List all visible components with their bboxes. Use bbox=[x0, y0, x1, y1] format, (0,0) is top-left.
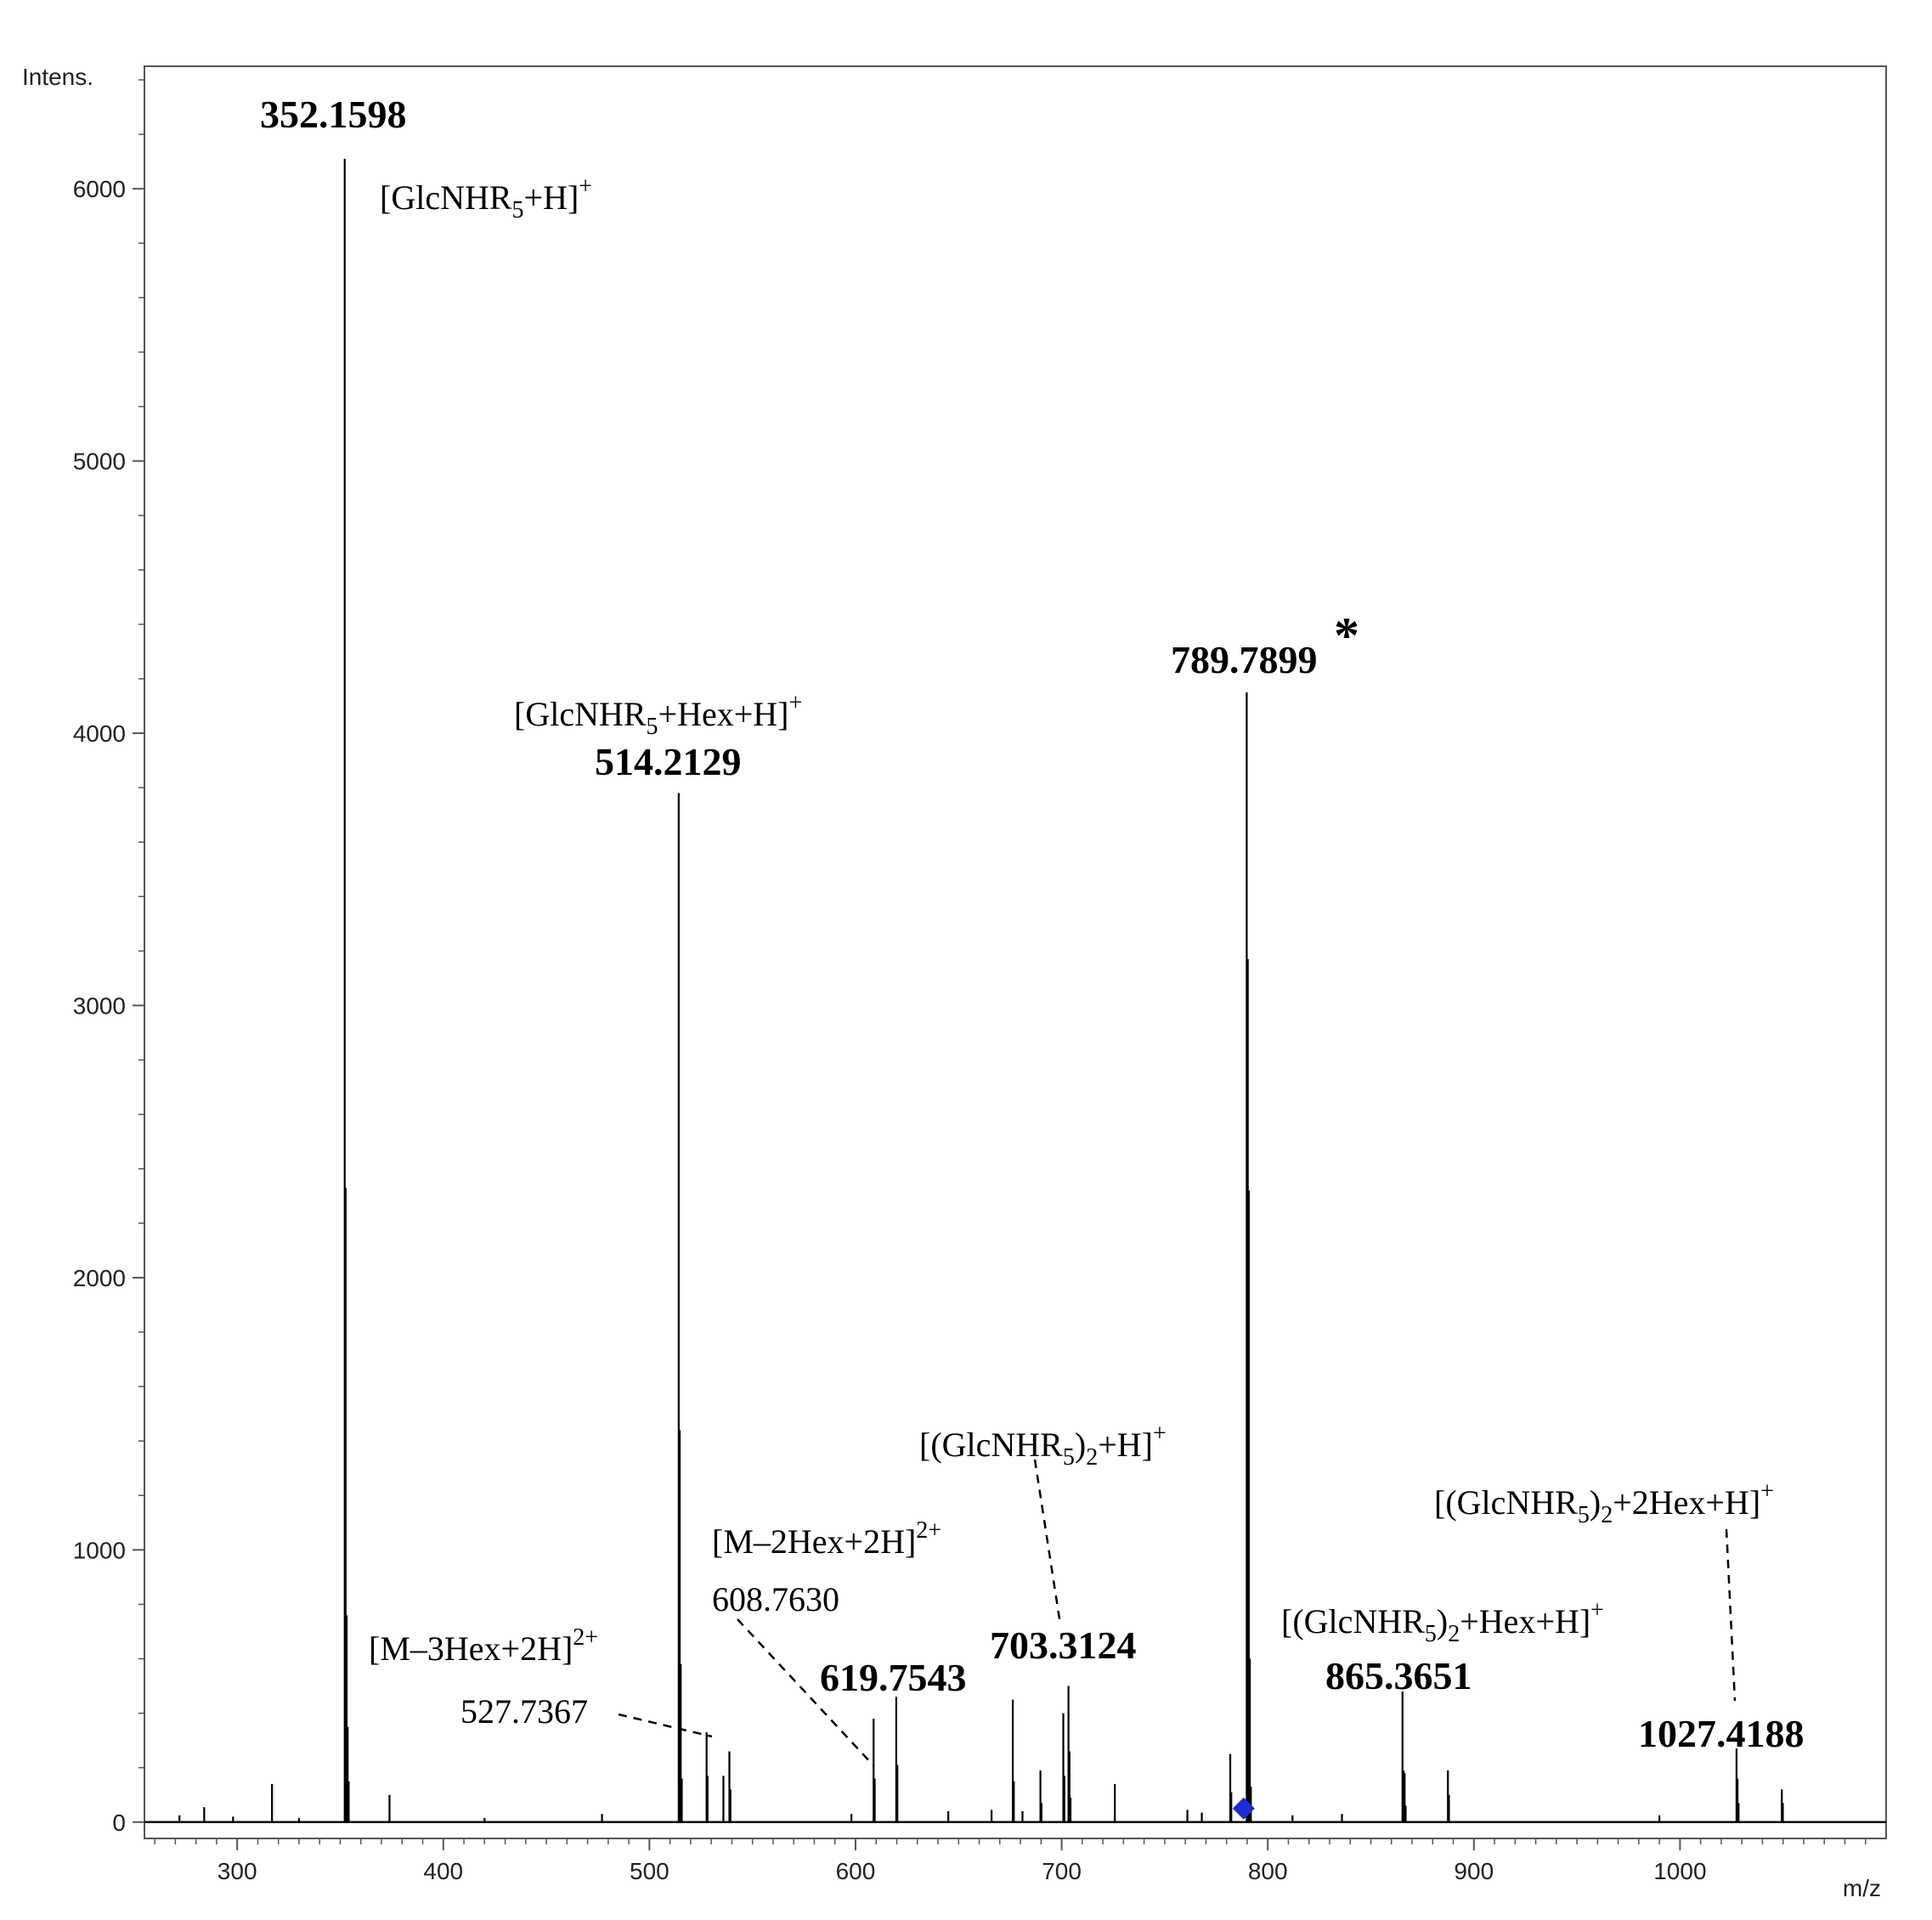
leader-703 bbox=[1033, 1459, 1062, 1625]
y-tick-label: 3000 bbox=[73, 992, 126, 1019]
x-tick-label: 700 bbox=[1042, 1858, 1082, 1884]
y-tick-label: 2000 bbox=[73, 1265, 126, 1291]
y-tick-label: 4000 bbox=[73, 720, 126, 747]
peak-label-865: 865.3651 bbox=[1325, 1654, 1472, 1697]
ion-label-glcnhr5-h: [GlcNHR5+H]+ bbox=[380, 173, 592, 223]
x-tick-label: 1000 bbox=[1653, 1858, 1706, 1884]
plot-frame bbox=[144, 65, 1887, 1839]
leader-lines bbox=[618, 1459, 1737, 1766]
y-tick-label: 5000 bbox=[73, 449, 126, 475]
leader-608 bbox=[737, 1618, 874, 1766]
peak-label-352: 352.1598 bbox=[260, 93, 407, 136]
peak-label-703: 703.3124 bbox=[990, 1624, 1137, 1667]
peak-label-789: 789.7899 bbox=[1171, 638, 1318, 681]
x-tick-label: 500 bbox=[630, 1858, 669, 1884]
ion-label-dimer-2hex-h: [(GlcNHR5)2+2Hex+H]+ bbox=[1434, 1478, 1774, 1528]
star-label: * bbox=[1334, 607, 1359, 664]
x-tick-label: 400 bbox=[423, 1858, 463, 1884]
y-tick-label: 0 bbox=[112, 1810, 126, 1836]
x-tick-label: 900 bbox=[1454, 1858, 1494, 1884]
peak-label-619: 619.7543 bbox=[820, 1656, 967, 1699]
x-axis-title: m/z bbox=[1843, 1875, 1881, 1901]
y-tick-label: 6000 bbox=[73, 176, 126, 202]
axis-ticks: 300 400 500 600 700 800 900 1000 0 1000 2000 3000 40… bbox=[73, 79, 1867, 1884]
x-tick-label: 300 bbox=[217, 1858, 257, 1884]
marker-layer bbox=[1232, 1797, 1255, 1820]
peak-label-527: 527.7367 bbox=[460, 1692, 588, 1731]
y-tick-label: 1000 bbox=[73, 1537, 126, 1563]
ion-label-dimer-hex-h: [(GlcNHR5)2+Hex+H]+ bbox=[1281, 1597, 1604, 1647]
x-tick-label: 600 bbox=[836, 1858, 876, 1884]
peak-label-1027: 1027.4188 bbox=[1638, 1712, 1805, 1755]
x-tick-label: 800 bbox=[1248, 1858, 1288, 1884]
leader-1027 bbox=[1725, 1528, 1737, 1702]
peak-label-514: 514.2129 bbox=[595, 740, 742, 783]
ion-label-dimer-h: [(GlcNHR5)2+H]+ bbox=[919, 1420, 1167, 1471]
precursor-marker bbox=[1232, 1797, 1255, 1820]
spectrum-trace bbox=[144, 158, 1886, 1824]
leader-527 bbox=[618, 1713, 713, 1738]
ion-label-m-2hex: [M–2Hex+2H]2+ bbox=[712, 1517, 941, 1561]
ion-label-glcnhr5-hex-h: [GlcNHR5+Hex+H]+ bbox=[514, 690, 802, 740]
ion-label-m-3hex: [M–3Hex+2H]2+ bbox=[369, 1624, 598, 1668]
y-axis-title: Intens. bbox=[22, 64, 93, 90]
peak-label-608: 608.7630 bbox=[712, 1580, 839, 1618]
